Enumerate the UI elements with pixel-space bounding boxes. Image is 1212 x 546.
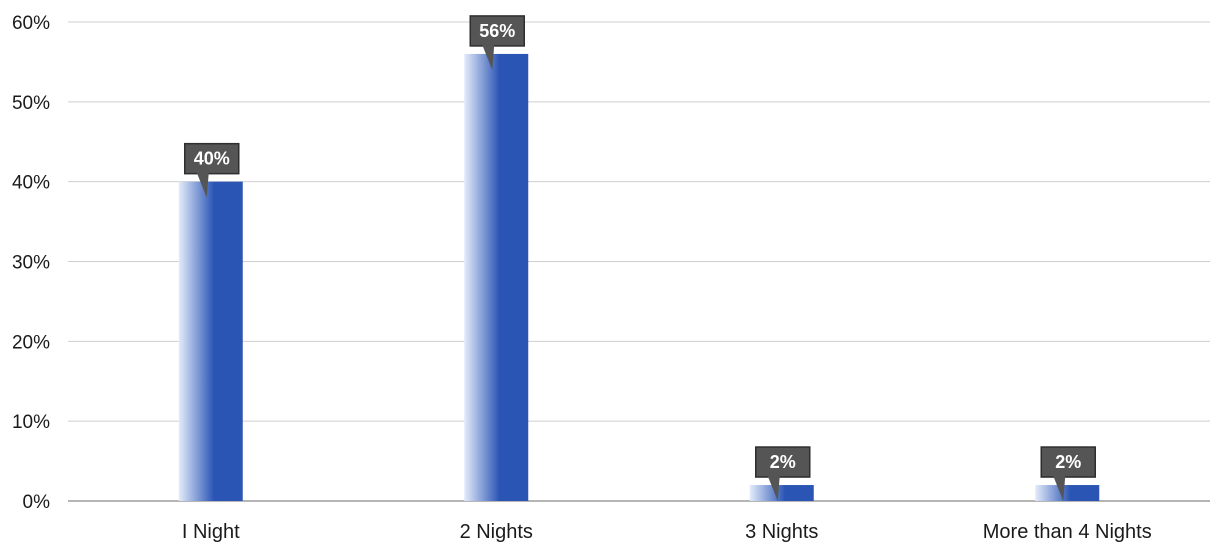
data-label-box	[469, 15, 525, 47]
data-label-box	[1040, 446, 1096, 478]
data-label-callout: 40%	[184, 142, 240, 198]
x-tick-label: 2 Nights	[460, 521, 533, 543]
x-tick-label: More than 4 Nights	[983, 521, 1152, 543]
bar	[749, 485, 814, 501]
bar	[1035, 485, 1100, 501]
y-tick-label: 40%	[12, 173, 50, 194]
data-label: 2%	[770, 452, 796, 472]
y-tick-label: 60%	[12, 13, 50, 34]
data-label: 40%	[194, 149, 230, 169]
data-label-callout: 56%	[469, 15, 525, 70]
y-tick-label: 0%	[23, 492, 51, 513]
y-tick-label: 50%	[12, 93, 50, 114]
data-label-pointer	[767, 476, 780, 502]
data-label-box	[184, 142, 240, 175]
data-label-pointer	[482, 44, 495, 70]
data-label: 56%	[479, 21, 515, 41]
y-tick-label: 10%	[12, 412, 50, 433]
data-label: 2%	[1055, 452, 1081, 472]
x-tick-label: 3 Nights	[745, 521, 818, 543]
bar	[178, 181, 243, 501]
data-label-callout: 2%	[755, 446, 811, 502]
data-label-pointer	[196, 172, 209, 198]
data-label-callout: 2%	[1040, 446, 1096, 502]
data-label-pointer	[1053, 476, 1066, 502]
gridlines	[68, 21, 1210, 422]
y-tick-label: 30%	[12, 253, 50, 274]
y-tick-label: 20%	[12, 332, 50, 353]
x-axis: I Night 2 Nights 3 Nights More than 4 Night…	[182, 521, 1152, 543]
y-axis: 0% 10% 20% 30% 40% 50% 60%	[12, 13, 1210, 513]
data-label-box	[755, 446, 811, 478]
data-labels: 40% 56% 2% 2%	[184, 15, 1096, 502]
bar	[464, 53, 529, 501]
bars	[178, 53, 1100, 501]
x-tick-label: I Night	[182, 521, 240, 543]
